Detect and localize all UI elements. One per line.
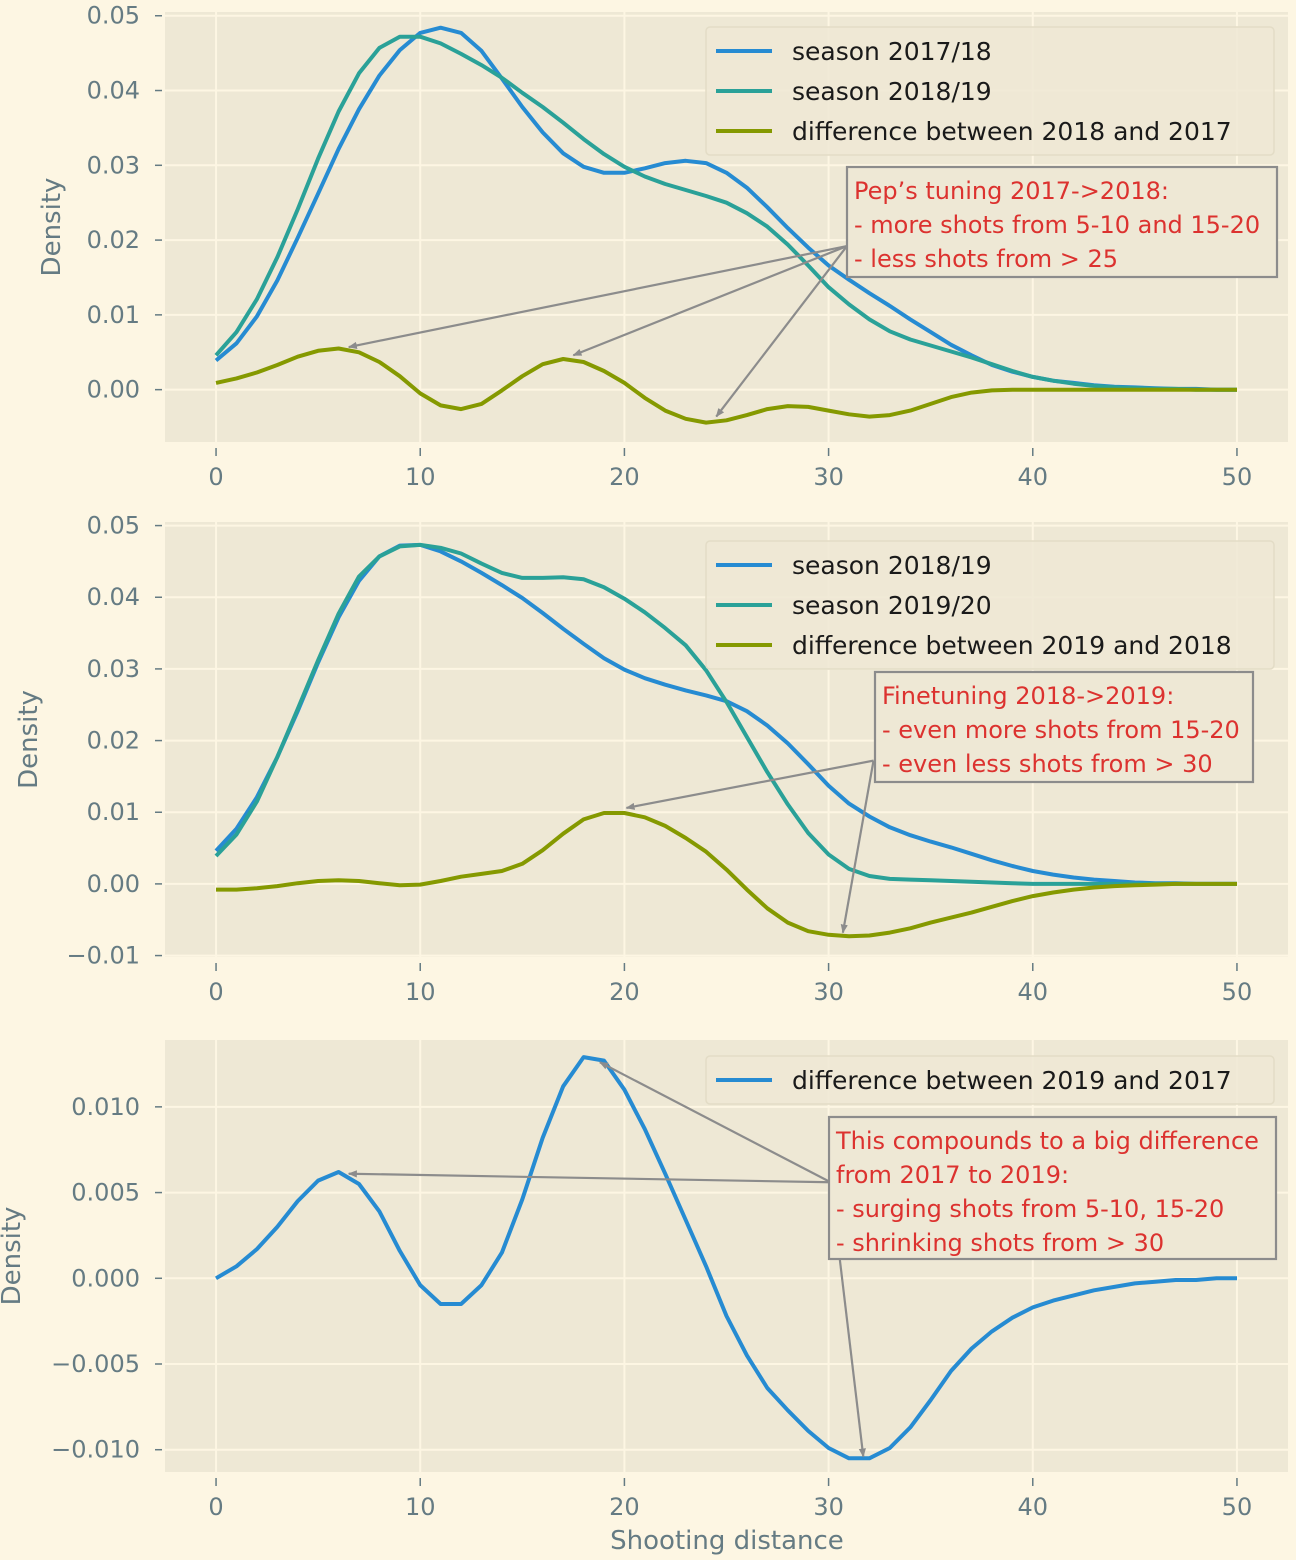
legend: season 2017/18 season 2018/19 difference b… — [705, 26, 1275, 156]
annotation-line: - less shots from > 25 — [854, 245, 1118, 273]
y-tick-label: 0.05 — [87, 2, 140, 30]
y-tick-label: 0.03 — [87, 655, 140, 683]
legend-label: season 2017/18 — [792, 37, 992, 66]
series-line-3 — [215, 346, 1237, 425]
legend-label: season 2018/19 — [792, 77, 992, 106]
x-tick-label: 30 — [813, 463, 844, 491]
y-tick-label: −0.01 — [66, 942, 140, 970]
series-line-3 — [216, 811, 1237, 939]
x-tick-label: 10 — [405, 1493, 436, 1521]
annotation-arrow — [572, 245, 848, 357]
y-tick-label: 0.00 — [87, 376, 140, 404]
y-tick-label: 0.05 — [87, 512, 140, 540]
x-tick-label: 40 — [1017, 978, 1048, 1006]
x-tick-label: 40 — [1017, 463, 1048, 491]
annotation-line: - even less shots from > 30 — [882, 750, 1213, 778]
y-tick-label: 0.04 — [87, 583, 140, 611]
chart-panel-2: 0 10 20 30 40 50 −0.01 0.00 0.01 0.02 0.03 0.04 0.05… — [14, 512, 1288, 1006]
annotation-line: Finetuning 2018->2019: — [882, 682, 1174, 710]
annotation-arrow — [599, 1061, 832, 1184]
annotation-note: Pep’s tuning 2017->2018: - more shots fro… — [845, 165, 1279, 279]
x-tick-label: 40 — [1017, 1493, 1048, 1521]
y-tick-label: 0.000 — [71, 1264, 140, 1292]
annotation-box — [827, 1115, 1278, 1261]
y-tick-label: 0.03 — [87, 151, 140, 179]
annotation-note: Finetuning 2018->2019: - even more shots … — [873, 670, 1255, 784]
y-tick-label: 0.01 — [87, 798, 140, 826]
y-axis-label: Density — [37, 178, 67, 277]
annotation-arrow — [625, 759, 874, 810]
x-tick-label: 0 — [208, 463, 223, 491]
legend-label: difference between 2019 and 2018 — [792, 631, 1232, 660]
annotation-box — [873, 670, 1255, 784]
x-tick-label: 20 — [609, 1493, 640, 1521]
x-axis-label: Shooting distance — [610, 1526, 844, 1556]
x-tick-label: 0 — [208, 1493, 223, 1521]
annotation-line: - more shots from 5-10 and 15-20 — [854, 211, 1260, 239]
y-tick-label: 0.04 — [87, 77, 140, 105]
annotation-arrow — [347, 244, 848, 349]
annotation-line: from 2017 to 2019: — [836, 1161, 1069, 1189]
y-tick-label: 0.010 — [71, 1093, 140, 1121]
legend-label: season 2019/20 — [792, 591, 992, 620]
legend-box — [705, 540, 1275, 670]
y-axis-label: Density — [14, 690, 44, 789]
x-tick-label: 10 — [405, 978, 436, 1006]
annotation-box — [845, 165, 1279, 279]
x-tick-label: 50 — [1222, 463, 1253, 491]
legend: season 2018/19 season 2019/20 difference b… — [705, 540, 1275, 670]
series-line-2 — [214, 542, 1237, 886]
annotation-line: - even more shots from 15-20 — [882, 716, 1240, 744]
x-tick-label: 20 — [609, 978, 640, 1006]
annotation-line: This compounds to a big difference — [835, 1127, 1259, 1155]
y-tick-label: 0.02 — [87, 226, 140, 254]
annotation-arrow — [715, 245, 848, 418]
legend-label: difference between 2018 and 2017 — [792, 117, 1232, 146]
x-tick-label: 30 — [813, 1493, 844, 1521]
x-tick-label: 10 — [405, 463, 436, 491]
x-tick-label: 30 — [813, 978, 844, 1006]
series-line-2 — [214, 34, 1237, 392]
series-line-1 — [214, 1055, 1237, 1461]
x-tick-label: 0 — [208, 978, 223, 1006]
x-tick-label: 50 — [1222, 978, 1253, 1006]
annotation-line: - surging shots from 5-10, 15-20 — [836, 1195, 1224, 1223]
legend: difference between 2019 and 2017 — [705, 1055, 1275, 1105]
annotation-note: This compounds to a big difference from 2… — [827, 1115, 1278, 1261]
chart-panel-3: 0 10 20 30 40 50 −0.010 −0.005 0.000 0.005 0.010 De… — [0, 1040, 1288, 1521]
y-tick-label: −0.005 — [51, 1350, 140, 1378]
annotation-line: Pep’s tuning 2017->2018: — [854, 177, 1169, 205]
x-tick-label: 20 — [609, 463, 640, 491]
y-tick-label: 0.00 — [87, 870, 140, 898]
annotation-arrow — [840, 760, 875, 934]
annotation-line: - shrinking shots from > 30 — [836, 1229, 1164, 1257]
subplot-grid: 0 10 20 30 40 50 0.00 0.01 0.02 0.03 0.04 0.05 Densi… — [0, 2, 1288, 1521]
y-tick-label: 0.02 — [87, 727, 140, 755]
legend-box — [705, 1055, 1275, 1105]
annotation-arrow — [347, 1170, 831, 1184]
y-tick-label: 0.01 — [87, 301, 140, 329]
legend-label: season 2018/19 — [792, 551, 992, 580]
y-axis-label: Density — [0, 1207, 27, 1306]
chart-panel-1: 0 10 20 30 40 50 0.00 0.01 0.02 0.03 0.04 0.05 Densi… — [37, 2, 1288, 491]
legend-label: difference between 2019 and 2017 — [792, 1066, 1232, 1095]
x-tick-label: 50 — [1222, 1493, 1253, 1521]
y-tick-label: −0.010 — [51, 1436, 140, 1464]
y-tick-label: 0.005 — [71, 1179, 140, 1207]
legend-box — [705, 26, 1275, 156]
